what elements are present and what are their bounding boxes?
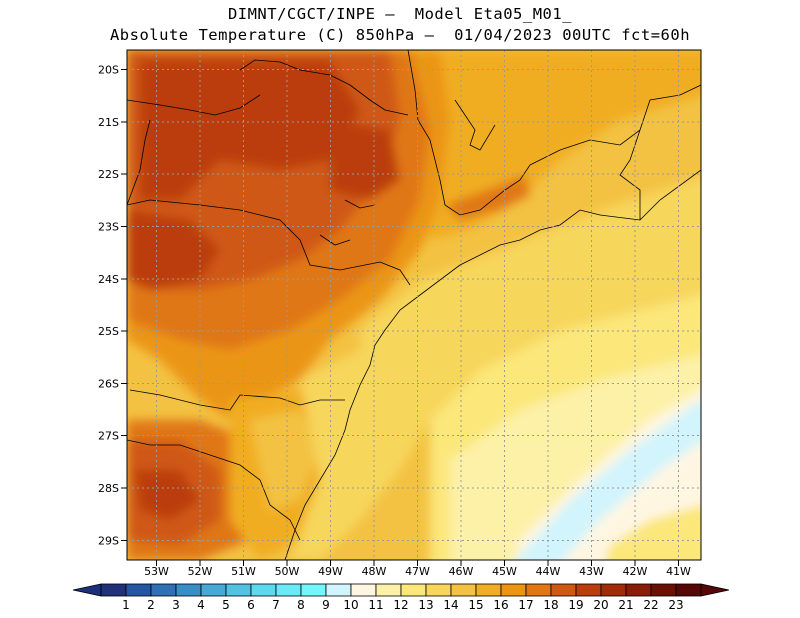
colorbar-label: 8 <box>297 598 305 612</box>
colorbar-label: 15 <box>468 598 483 612</box>
title-line-1: DIMNT/CGCT/INPE – Model Eta05_M01_ <box>227 5 573 23</box>
colorbar-label: 5 <box>222 598 230 612</box>
lat-label: 28S <box>98 482 119 495</box>
lat-label: 21S <box>98 116 119 129</box>
lon-label: 47W <box>405 565 430 578</box>
lon-label: 53W <box>144 565 169 578</box>
colorbar-label: 23 <box>668 598 683 612</box>
lon-label: 41W <box>666 565 691 578</box>
colorbar-right-arrow <box>700 583 730 597</box>
colorbar-swatch <box>300 583 327 597</box>
lon-label: 46W <box>449 565 474 578</box>
lon-label: 50W <box>275 565 300 578</box>
colorbar-swatch <box>575 583 602 597</box>
colorbar-label: 11 <box>368 598 383 612</box>
lon-label: 48W <box>362 565 387 578</box>
lat-label: 23S <box>98 221 119 234</box>
colorbar-swatch <box>175 583 202 597</box>
colorbar-swatch <box>350 583 377 597</box>
colorbar-swatch <box>100 583 127 597</box>
colorbar-label: 2 <box>147 598 155 612</box>
lon-label: 49W <box>318 565 343 578</box>
lon-label: 51W <box>231 565 256 578</box>
colorbar-swatch <box>200 583 227 597</box>
colorbar-label: 12 <box>393 598 408 612</box>
colorbar-swatch <box>400 583 427 597</box>
colorbar-label: 13 <box>418 598 433 612</box>
colorbar-left-arrow <box>72 583 102 597</box>
lat-label: 26S <box>98 378 119 391</box>
colorbar-swatch <box>275 583 302 597</box>
latitude-labels: 20S 21S 22S 23S 24S 25S 26S 27S 28S 29S <box>98 64 119 548</box>
colorbar-swatch <box>250 583 277 597</box>
lon-label: 52W <box>188 565 213 578</box>
colorbar-swatch <box>325 583 352 597</box>
colorbar-swatch <box>225 583 252 597</box>
lon-label: 42W <box>623 565 648 578</box>
lat-label: 25S <box>98 325 119 338</box>
colorbar-swatch <box>500 583 527 597</box>
temperature-field <box>127 50 701 560</box>
title-line-2: Absolute Temperature (C) 850hPa – 01/04/… <box>109 26 691 44</box>
colorbar-label: 22 <box>643 598 658 612</box>
colorbar-swatch <box>550 583 577 597</box>
map-frame <box>126 49 702 561</box>
lon-label: 45W <box>492 565 517 578</box>
colorbar-swatch <box>600 583 627 597</box>
colorbar-swatch <box>425 583 452 597</box>
lat-label: 20S <box>98 64 119 77</box>
colorbar-swatch <box>625 583 652 597</box>
colorbar-label: 6 <box>247 598 255 612</box>
colorbar-label: 1 <box>122 598 130 612</box>
colorbar-swatch <box>125 583 152 597</box>
colorbar-swatch <box>375 583 402 597</box>
colorbar-label: 4 <box>197 598 205 612</box>
colorbar-label: 16 <box>493 598 508 612</box>
colorbar-swatch <box>650 583 677 597</box>
colorbar-label: 14 <box>443 598 458 612</box>
lat-label: 22S <box>98 168 119 181</box>
colorbar-label: 18 <box>543 598 558 612</box>
colorbar-swatch <box>675 583 702 597</box>
colorbar-label: 17 <box>518 598 533 612</box>
graticule <box>127 50 701 560</box>
colorbar-label: 7 <box>272 598 280 612</box>
colorbar-label: 3 <box>172 598 180 612</box>
lat-label: 27S <box>98 430 119 443</box>
colorbar-label: 21 <box>618 598 633 612</box>
colorbar: 1 2 3 4 5 6 7 8 9 10 11 12 13 14 15 16 17 18 19 20 21 22 23 <box>72 583 730 612</box>
longitude-labels: 53W 52W 51W 50W 49W 48W 47W 46W 45W 44W … <box>144 565 691 578</box>
lat-label: 29S <box>98 535 119 548</box>
axis-ticks <box>121 69 679 566</box>
colorbar-swatch <box>450 583 477 597</box>
colorbar-swatch <box>150 583 177 597</box>
lon-label: 43W <box>579 565 604 578</box>
colorbar-label: 20 <box>593 598 608 612</box>
colorbar-label: 10 <box>343 598 358 612</box>
lon-label: 44W <box>536 565 561 578</box>
colorbar-label: 19 <box>568 598 583 612</box>
colorbar-swatch <box>525 583 552 597</box>
lat-label: 24S <box>98 273 119 286</box>
colorbar-swatch <box>475 583 502 597</box>
colorbar-label: 9 <box>322 598 330 612</box>
